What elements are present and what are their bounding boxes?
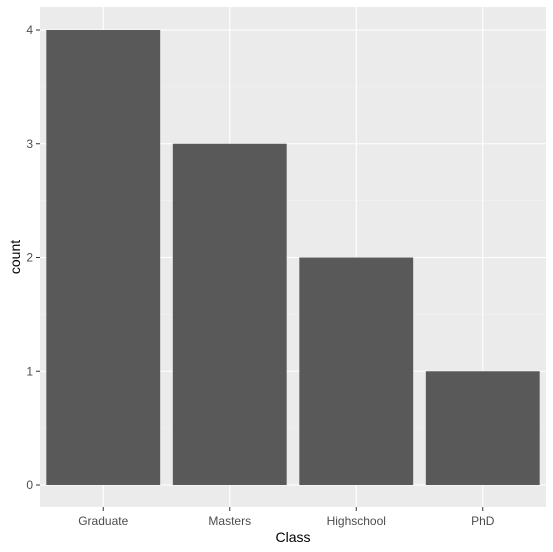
- bar-phd: [425, 371, 540, 485]
- bars-group: [46, 30, 540, 485]
- y-tick-label: 1: [26, 364, 33, 378]
- y-tick-label: 2: [26, 251, 33, 265]
- x-tick-label: Masters: [208, 514, 251, 528]
- y-axis-title: count: [7, 240, 23, 274]
- bar-highschool: [299, 257, 414, 485]
- bar-graduate: [46, 30, 161, 485]
- x-tick-label: Highschool: [327, 514, 386, 528]
- x-tick-label: Graduate: [78, 514, 128, 528]
- x-tick-label: PhD: [471, 514, 495, 528]
- x-axis-title: Class: [275, 529, 310, 545]
- y-tick-label: 4: [26, 23, 33, 37]
- bar-masters: [172, 143, 287, 485]
- y-tick-label: 0: [26, 478, 33, 492]
- y-tick-label: 3: [26, 137, 33, 151]
- y-axis: 0 1 2 3 4: [26, 23, 40, 492]
- x-axis: Graduate Masters Highschool PhD: [78, 507, 495, 528]
